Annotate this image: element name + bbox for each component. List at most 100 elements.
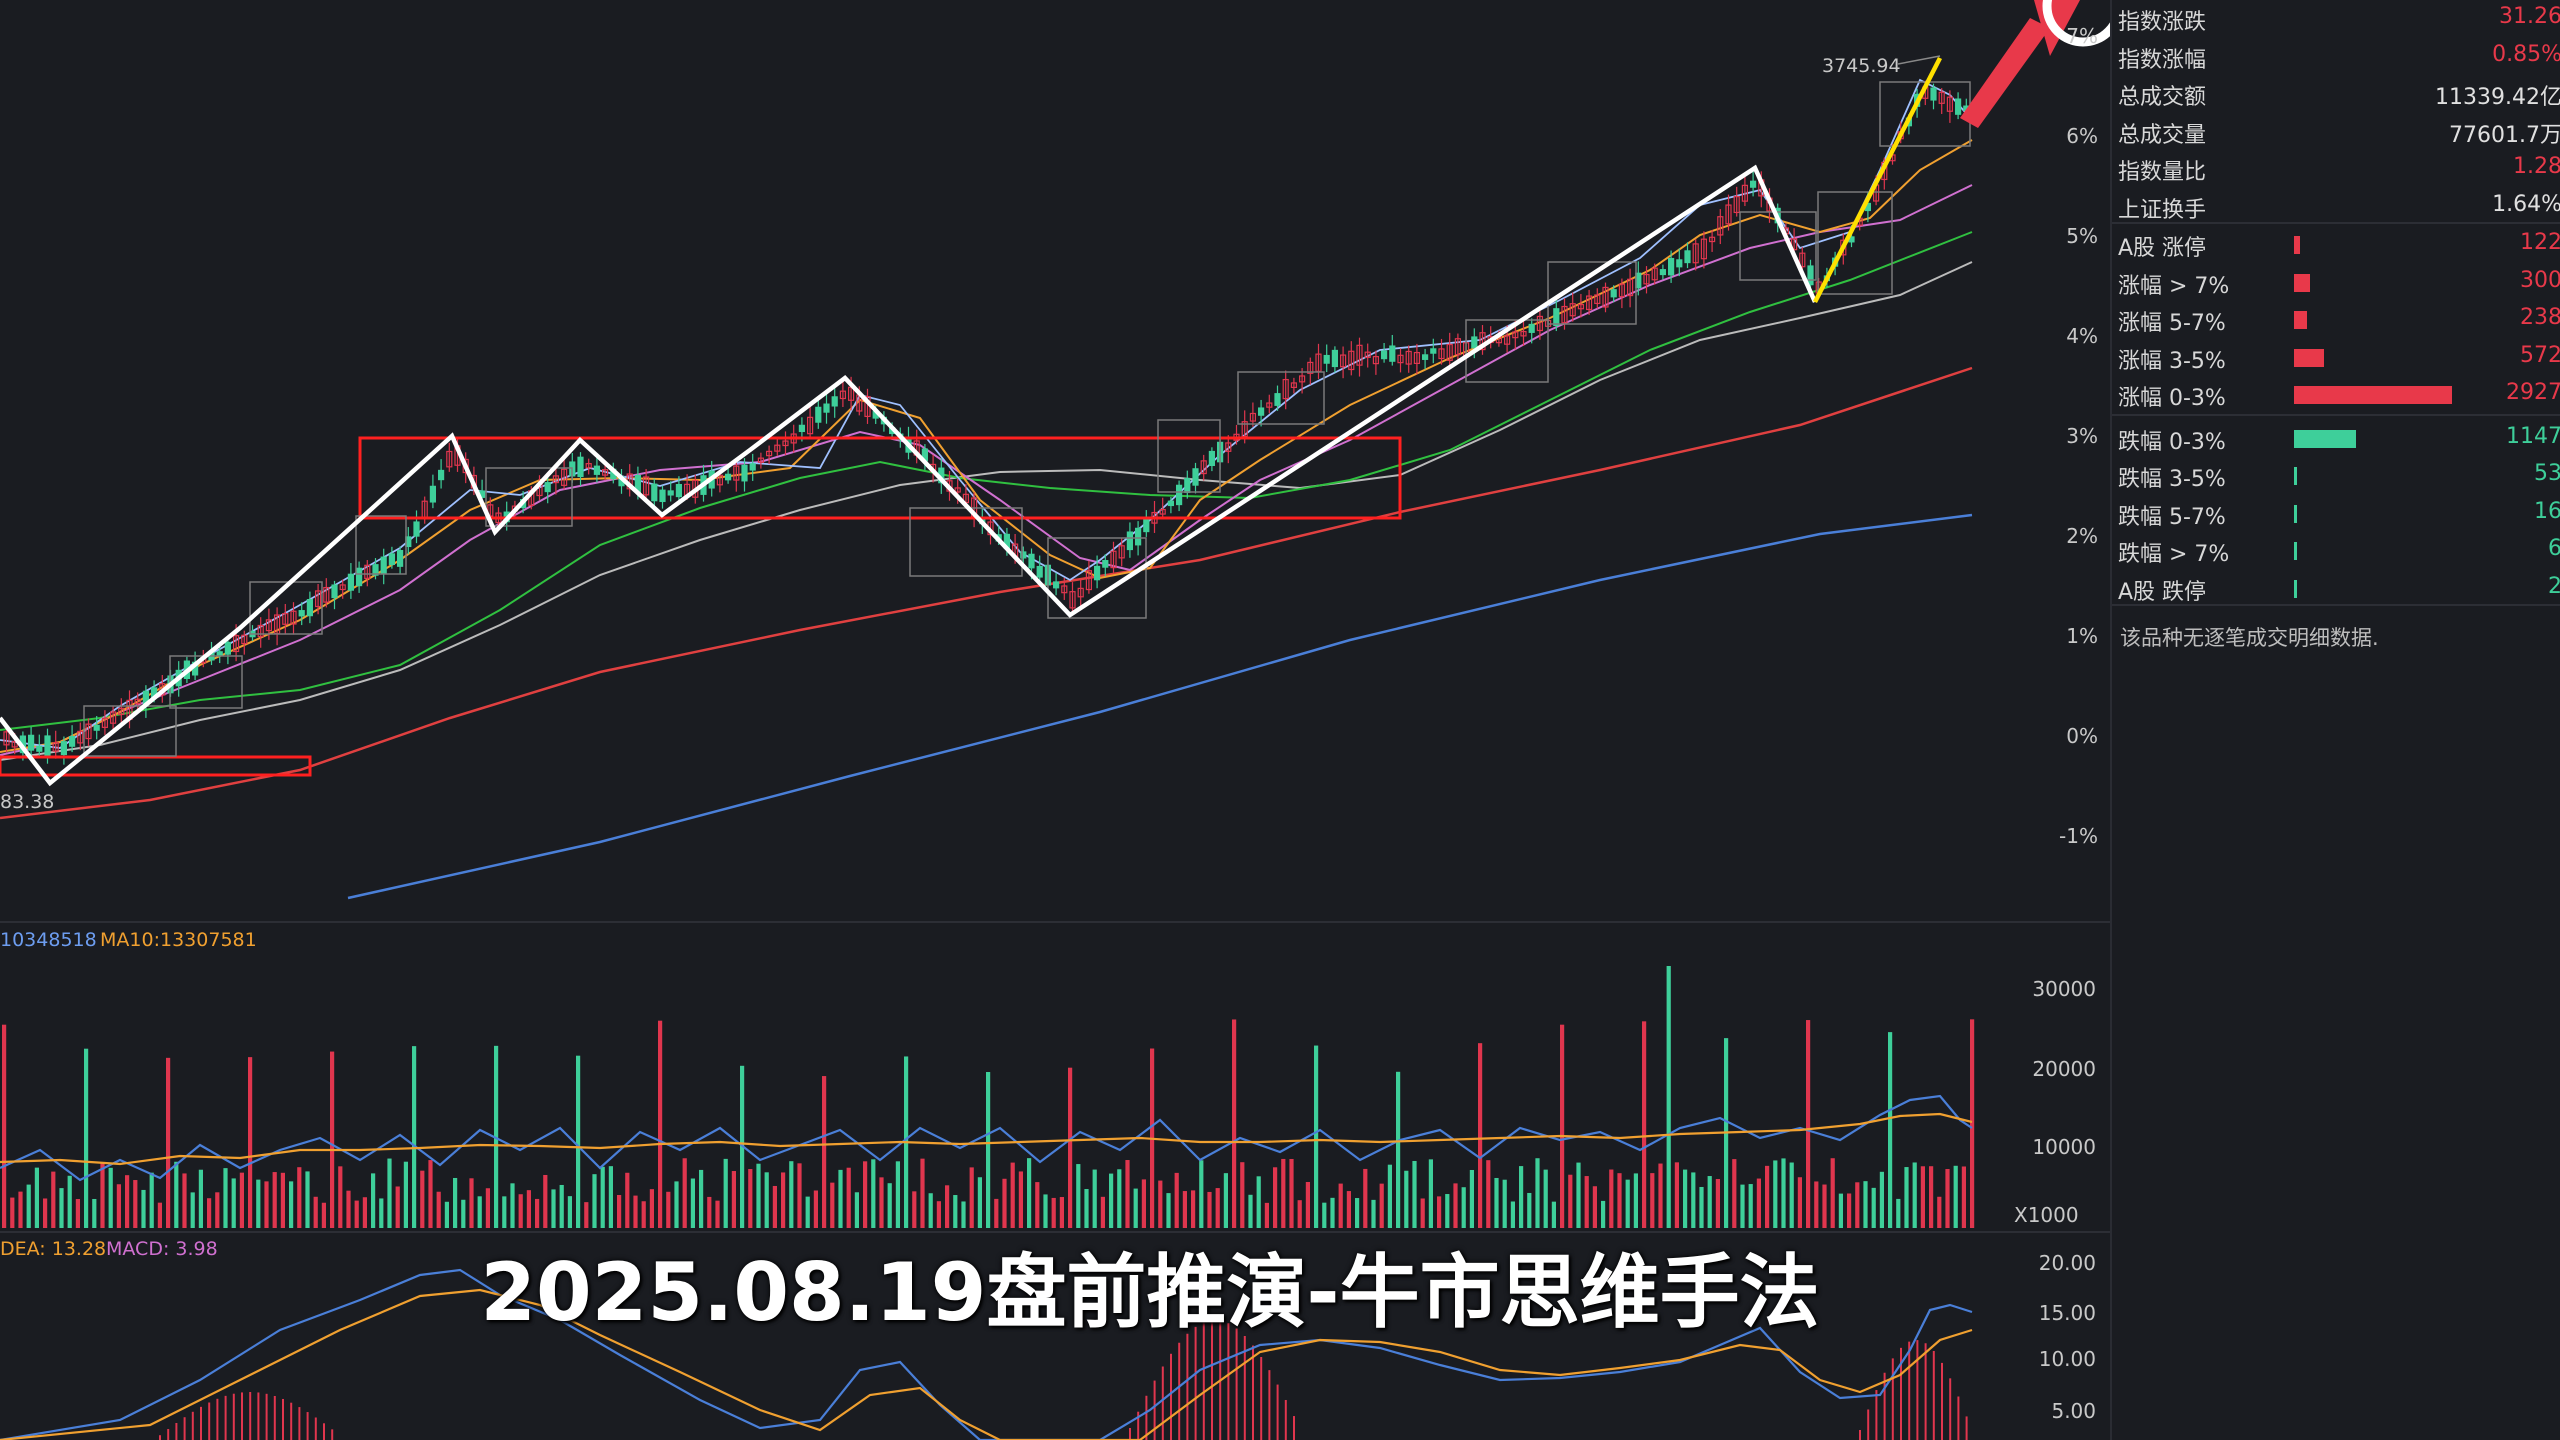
candle-body bbox=[224, 641, 231, 655]
volume-bar bbox=[264, 1181, 269, 1228]
volume-bar bbox=[1642, 1021, 1647, 1228]
volume-bar bbox=[100, 1163, 105, 1228]
candle-body bbox=[1028, 553, 1035, 569]
stat-value: 1.28 bbox=[2513, 154, 2560, 179]
candle-body bbox=[298, 610, 305, 617]
volume-bar bbox=[198, 1169, 203, 1228]
candle-body bbox=[1036, 565, 1043, 578]
candle-body bbox=[1257, 407, 1265, 416]
stat-row: 跌幅 > 7% 6 bbox=[2112, 532, 2560, 568]
candle-body bbox=[577, 456, 584, 478]
candle-body bbox=[1503, 335, 1511, 345]
volume-axis-tick: 20000 bbox=[2032, 1057, 2096, 1081]
percent-axis-tick: 0% bbox=[2066, 724, 2098, 748]
candle-body bbox=[1339, 354, 1347, 368]
candle-body bbox=[1676, 259, 1683, 268]
stat-label: 涨幅 5-7% bbox=[2118, 311, 2226, 336]
volume-bar bbox=[1420, 1198, 1425, 1228]
candle-body bbox=[757, 457, 765, 463]
volume-bar bbox=[600, 1166, 605, 1228]
volume-bar bbox=[1182, 1191, 1187, 1228]
volume-bar bbox=[1945, 1169, 1950, 1228]
ma250-line bbox=[347, 513, 1973, 900]
candle-body bbox=[1430, 348, 1437, 354]
volume-bar bbox=[1568, 1174, 1573, 1228]
candle-body bbox=[839, 390, 847, 400]
kline-chart-panel[interactable]: 3745.94 83.38 7% 6% 5% 4% 3% 2% 1% 0% -1% 103485… bbox=[0, 0, 2110, 1440]
candle-body bbox=[1602, 286, 1609, 308]
stat-label: 涨幅 3-5% bbox=[2118, 348, 2226, 374]
candle-body bbox=[1946, 96, 1954, 112]
consolidation-zone-box bbox=[358, 436, 1402, 520]
volume-bar bbox=[1002, 1178, 1007, 1228]
volume-bar bbox=[379, 1198, 384, 1228]
candle-body bbox=[52, 742, 59, 752]
macd-axis-tick: 15.00 bbox=[2039, 1301, 2096, 1325]
candle-body bbox=[1954, 98, 1962, 115]
volume-bar bbox=[477, 1196, 482, 1228]
candle-body bbox=[1577, 303, 1585, 310]
volume-bar bbox=[469, 1178, 474, 1228]
volume-bar bbox=[1904, 1167, 1909, 1228]
stat-label: 指数涨幅 bbox=[2118, 47, 2207, 73]
volume-bar bbox=[346, 1190, 351, 1228]
volume-bar bbox=[1314, 1045, 1319, 1228]
volume-bar bbox=[854, 1192, 859, 1228]
volume-bar bbox=[641, 1201, 646, 1228]
volume-bar bbox=[207, 1198, 212, 1228]
stat-row: 涨幅 0-3% 2927 bbox=[2112, 376, 2560, 412]
volume-bar bbox=[1584, 1176, 1589, 1228]
volume-bar bbox=[174, 1161, 179, 1228]
volume-bar bbox=[1478, 1043, 1483, 1228]
volume-bar bbox=[1404, 1170, 1409, 1228]
stat-value: 77601.7万 bbox=[2449, 122, 2560, 148]
candle-body bbox=[1438, 348, 1445, 360]
volume-bar bbox=[1068, 1067, 1073, 1228]
volume-bar bbox=[1666, 966, 1671, 1228]
volume-bar bbox=[617, 1195, 622, 1228]
percent-axis-tick: 4% bbox=[2066, 324, 2098, 348]
candle-body bbox=[1266, 402, 1273, 408]
candle-body bbox=[315, 590, 322, 608]
candle-body bbox=[1290, 382, 1298, 388]
volume-bar bbox=[813, 1190, 818, 1228]
volume-bar bbox=[1215, 1188, 1220, 1228]
volume-bar bbox=[1133, 1188, 1138, 1228]
percent-axis-tick: 6% bbox=[2066, 124, 2098, 148]
stat-value: 122 bbox=[2520, 230, 2560, 255]
candle-body bbox=[1052, 581, 1060, 589]
volume-bar bbox=[1059, 1197, 1064, 1228]
volume-bars bbox=[2, 966, 1975, 1228]
breadth-bar bbox=[2294, 236, 2301, 254]
volume-bar bbox=[190, 1192, 195, 1228]
volume-bar bbox=[1847, 1193, 1852, 1228]
candle-body bbox=[1667, 257, 1675, 276]
candle-body bbox=[560, 468, 568, 486]
candle-body bbox=[815, 406, 822, 423]
stat-row: 总成交量 77601.7万 bbox=[2112, 113, 2560, 149]
candle-body bbox=[1298, 375, 1306, 383]
stat-row: 涨幅 > 7% 300 bbox=[2112, 264, 2560, 300]
volume-bar bbox=[1650, 1173, 1655, 1228]
candle-body bbox=[1085, 570, 1093, 591]
volume-bar bbox=[1822, 1184, 1827, 1228]
volume-bar bbox=[1494, 1177, 1499, 1228]
volume-bar bbox=[625, 1172, 630, 1228]
volume-bar bbox=[1412, 1160, 1417, 1228]
helper-boxes bbox=[83, 81, 1971, 757]
volume-bar bbox=[1264, 1202, 1269, 1228]
volume-bar bbox=[805, 1196, 810, 1228]
volume-bar bbox=[92, 1198, 97, 1228]
kline-chart[interactable]: 3745.94 83.38 7% 6% 5% 4% 3% 2% 1% 0% -1% 103485… bbox=[0, 0, 2110, 1440]
stat-label: A股 跌停 bbox=[2118, 579, 2207, 605]
volume-bar bbox=[157, 1202, 162, 1228]
volume-bar bbox=[1330, 1197, 1335, 1228]
volume-bar bbox=[526, 1190, 531, 1228]
volume-bar bbox=[551, 1189, 556, 1228]
candle-body bbox=[1200, 460, 1207, 475]
volume-bar bbox=[953, 1195, 958, 1228]
volume-bar bbox=[1871, 1187, 1876, 1228]
candle-body bbox=[806, 416, 814, 435]
volume-bar bbox=[1043, 1194, 1048, 1228]
volume-bar bbox=[518, 1194, 523, 1228]
